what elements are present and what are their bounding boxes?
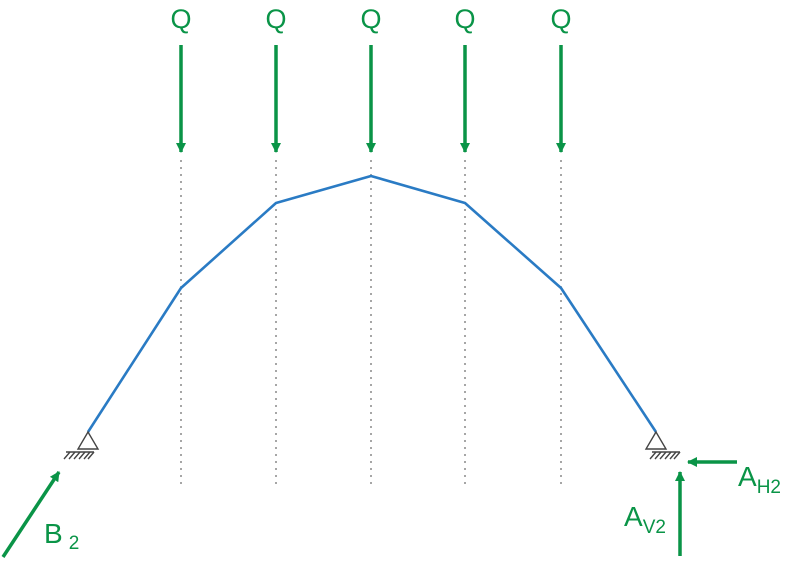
load-lines	[180, 160, 562, 487]
reaction-av-label: AV2	[624, 501, 666, 538]
left-support-triangle	[76, 430, 100, 450]
pin-support-icon	[63, 430, 100, 460]
right-support-hatch	[649, 451, 681, 460]
funicular-polygon	[86, 174, 658, 433]
reaction-b-arrow	[1, 471, 61, 558]
right-support-triangle	[644, 430, 668, 450]
load-label-2: Q	[265, 4, 286, 34]
left-support-hatch	[63, 451, 95, 460]
reaction-ah-label: AH2	[738, 461, 781, 498]
load-arrows	[176, 45, 566, 153]
load-label-3: Q	[360, 4, 381, 34]
pin-support-icon	[644, 430, 681, 460]
load-label-1: Q	[170, 4, 191, 34]
load-label-5: Q	[550, 4, 571, 34]
load-label-4: Q	[454, 4, 475, 34]
